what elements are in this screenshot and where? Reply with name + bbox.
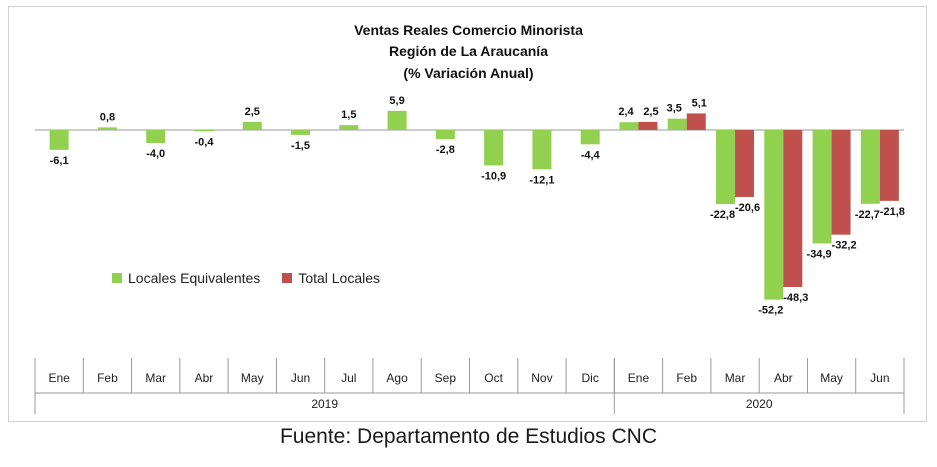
data-label-locales-equivalentes: -4,0 (146, 148, 165, 160)
x-tick-label: Sep (435, 371, 457, 385)
data-label-locales-equivalentes: -22,8 (710, 209, 735, 221)
data-label-locales-equivalentes: -10,9 (481, 170, 506, 182)
data-label-locales-equivalentes: 2,4 (618, 106, 634, 118)
x-tick-label: Jul (341, 371, 356, 385)
x-tick-label: Dic (582, 371, 599, 385)
data-label-locales-equivalentes: -12,1 (529, 174, 554, 186)
legend-swatch-total-locales (282, 273, 293, 283)
legend-label-locales-equivalentes: Locales Equivalentes (128, 270, 261, 286)
year-label: 2019 (311, 397, 338, 411)
bar-locales-equivalentes (619, 122, 639, 130)
x-tick-label: Ene (628, 371, 650, 385)
chart-title-line2: Región de La Araucanía (389, 43, 548, 59)
bar-locales-equivalentes (532, 130, 552, 170)
data-label-locales-equivalentes: -52,2 (758, 305, 783, 317)
chart-title-line1: Ventas Reales Comercio Minorista (354, 22, 583, 38)
bar-locales-equivalentes (49, 130, 69, 150)
source-note: Fuente: Departamento de Estudios CNC (279, 425, 658, 448)
x-tick-label: Nov (531, 371, 552, 385)
bar-total-locales (831, 130, 851, 235)
x-tick-label: Oct (484, 371, 503, 385)
data-label-locales-equivalentes: 2,5 (245, 106, 260, 118)
data-label-total-locales: 5,1 (692, 97, 707, 109)
data-label-locales-equivalentes: -4,4 (581, 149, 601, 161)
data-label-locales-equivalentes: 0,8 (100, 111, 115, 123)
bar-locales-equivalentes (194, 130, 214, 132)
data-label-locales-equivalentes: -6,1 (50, 155, 69, 167)
x-tick-label: Feb (676, 371, 697, 385)
x-tick-label: Ago (386, 371, 408, 385)
legend-label-total-locales: Total Locales (298, 270, 381, 286)
data-label-locales-equivalentes: -34,9 (807, 248, 832, 260)
bar-locales-equivalentes (716, 130, 736, 205)
bar-locales-equivalentes (484, 130, 504, 166)
bar-locales-equivalentes (146, 130, 166, 143)
year-label: 2020 (746, 397, 773, 411)
x-tick-label: Abr (774, 371, 793, 385)
x-tick-label: Mar (145, 371, 166, 385)
bar-total-locales (735, 130, 755, 197)
data-label-locales-equivalentes: 3,5 (667, 103, 682, 115)
data-label-locales-equivalentes: 5,9 (389, 95, 404, 107)
data-label-total-locales: -32,2 (832, 240, 857, 252)
bar-total-locales (638, 121, 658, 130)
chart-title-line3: (% Variación Anual) (403, 65, 534, 81)
x-tick-label: Ene (48, 371, 70, 385)
bar-locales-equivalentes (291, 130, 311, 135)
bar-locales-equivalentes (580, 130, 600, 145)
bar-locales-equivalentes (435, 130, 455, 140)
x-tick-label: Abr (195, 371, 214, 385)
bar-locales-equivalentes (812, 130, 832, 244)
data-label-locales-equivalentes: -2,8 (436, 144, 455, 156)
data-label-locales-equivalentes: 1,5 (341, 109, 356, 121)
x-tick-label: Feb (97, 371, 118, 385)
x-tick-label: Mar (725, 371, 746, 385)
bar-locales-equivalentes (339, 125, 359, 130)
x-tick-label: Jun (870, 371, 889, 385)
data-label-locales-equivalentes: -1,5 (291, 140, 310, 152)
data-label-total-locales: -48,3 (783, 292, 808, 304)
x-tick-label: May (241, 371, 264, 385)
x-tick-label: Jun (291, 371, 310, 385)
legend-swatch-locales-equivalentes (112, 273, 122, 283)
data-label-locales-equivalentes: -22,7 (855, 209, 880, 221)
bar-total-locales (686, 113, 706, 130)
bar-locales-equivalentes (387, 110, 407, 130)
bar-locales-equivalentes (764, 130, 784, 300)
x-tick-label: May (820, 371, 843, 385)
bar-locales-equivalentes (97, 127, 117, 130)
bar-total-locales (783, 130, 803, 287)
data-label-locales-equivalentes: -0,4 (194, 136, 214, 148)
bar-locales-equivalentes (860, 130, 880, 204)
bar-locales-equivalentes (667, 118, 687, 130)
data-label-total-locales: 2,5 (643, 106, 658, 118)
chart-legend: Locales Equivalentes Total Locales (112, 270, 380, 286)
data-label-total-locales: -21,8 (880, 206, 905, 218)
bar-total-locales (879, 130, 899, 201)
bar-locales-equivalentes (242, 121, 262, 130)
data-label-total-locales: -20,6 (735, 202, 760, 214)
